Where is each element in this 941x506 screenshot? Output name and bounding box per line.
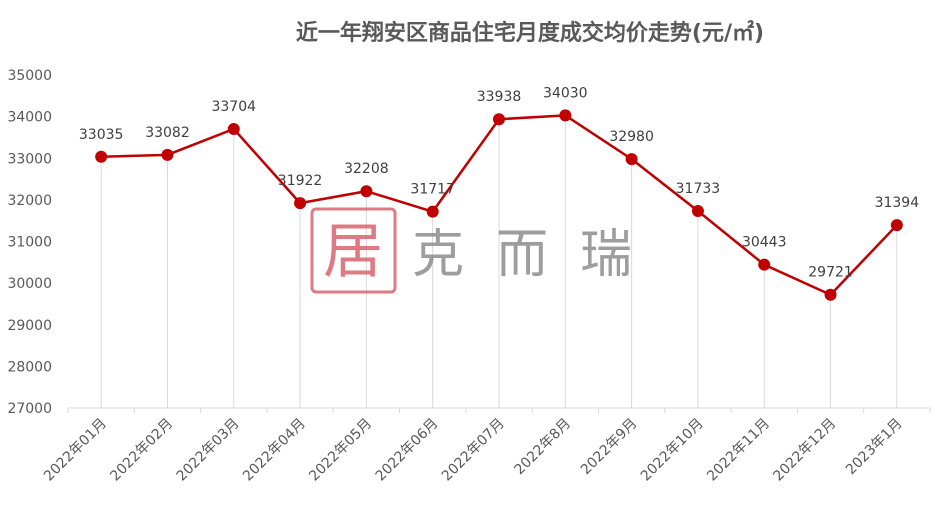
data-point (625, 153, 638, 166)
x-tick-label: 2022年8月 (512, 416, 575, 479)
data-point (691, 204, 704, 217)
svg-text:居: 居 (323, 217, 383, 287)
x-tick-label: 2022年05月 (306, 416, 375, 485)
x-tick-label: 2022年10月 (638, 416, 707, 485)
watermark: 居 克而瑞 (310, 207, 664, 294)
data-point (426, 205, 439, 218)
data-point (824, 288, 837, 301)
data-label: 29721 (808, 265, 853, 281)
data-label: 31717 (410, 182, 455, 198)
data-label: 31733 (676, 181, 721, 197)
data-label: 33704 (211, 99, 256, 115)
chart-title: 近一年翔安区商品住宅月度成交均价走势(元/㎡) (296, 20, 764, 46)
x-tick-label: 2022年04月 (240, 416, 309, 485)
x-tick-label: 2022年11月 (704, 416, 773, 485)
y-tick-label: 29000 (7, 318, 52, 334)
data-label: 31922 (278, 173, 323, 189)
data-label: 34030 (543, 85, 588, 101)
y-tick-label: 33000 (7, 151, 52, 167)
y-tick-label: 34000 (7, 110, 52, 126)
data-label: 33082 (145, 125, 190, 141)
x-tick-label: 2022年9月 (578, 416, 641, 479)
data-point (161, 148, 174, 161)
y-tick-label: 35000 (7, 68, 52, 84)
y-tick-label: 31000 (7, 235, 52, 251)
x-tick-label: 2022年07月 (439, 416, 508, 485)
x-tick-label: 2022年01月 (41, 416, 110, 485)
data-point (95, 150, 108, 163)
y-tick-label: 28000 (7, 359, 52, 375)
data-label: 33938 (477, 89, 522, 105)
data-label: 31394 (875, 195, 920, 211)
data-point (294, 197, 307, 210)
y-tick-label: 32000 (7, 193, 52, 209)
data-label: 32980 (609, 129, 654, 145)
data-label: 32208 (344, 161, 389, 177)
x-tick-label: 2022年03月 (174, 416, 243, 485)
data-point (890, 219, 903, 232)
data-point (227, 122, 240, 135)
data-label: 30443 (742, 235, 787, 251)
x-tick-label: 2022年02月 (107, 416, 176, 485)
x-tick-label: 2022年06月 (373, 416, 442, 485)
data-point (360, 185, 373, 198)
data-point (559, 109, 572, 122)
watermark-text: 克而瑞 (412, 225, 664, 285)
data-label: 33035 (79, 127, 124, 143)
data-point (758, 258, 771, 271)
x-tick-label: 2023年1月 (843, 416, 906, 479)
y-tick-label: 27000 (7, 401, 52, 417)
y-tick-label: 30000 (7, 276, 52, 292)
data-point (493, 113, 505, 126)
x-tick-label: 2022年12月 (770, 416, 839, 485)
watermark-seal-icon (310, 207, 397, 294)
